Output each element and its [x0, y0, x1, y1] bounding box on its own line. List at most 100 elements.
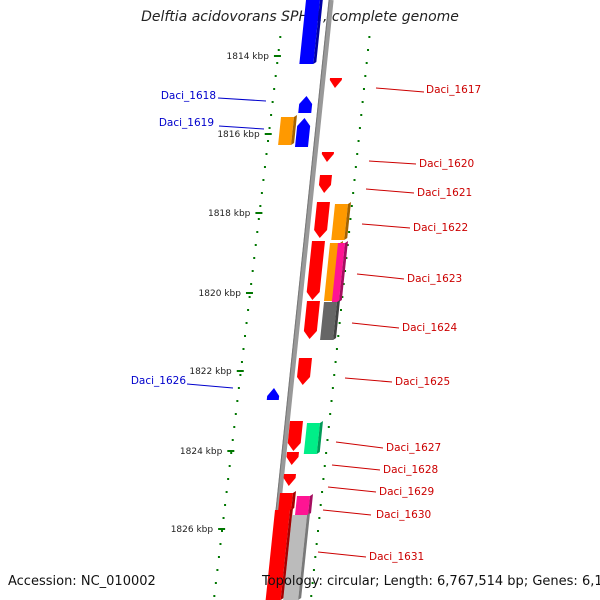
right-track-dot — [314, 556, 317, 558]
gene-label: Daci_1628 — [383, 464, 438, 476]
right-track-dot — [330, 400, 333, 402]
right-track-dot — [348, 231, 351, 233]
left-track-dot — [257, 218, 260, 220]
gene-daci-1627-green-shade — [316, 421, 323, 454]
gene-label-leader — [327, 486, 377, 493]
right-track-dot — [342, 283, 345, 285]
scale-tick — [236, 370, 244, 372]
left-track-dot — [236, 400, 239, 402]
gene-daci-1622-orange — [331, 204, 348, 240]
left-track-dot — [267, 140, 270, 142]
left-track-dot — [228, 465, 231, 467]
right-track-dot — [365, 62, 368, 64]
gene-label-leader — [217, 97, 267, 102]
left-track-dot — [263, 166, 266, 168]
right-track-dot — [362, 88, 365, 90]
scale-tick — [264, 133, 272, 135]
left-track-dot — [244, 335, 247, 337]
gene-label: Daci_1621 — [417, 187, 472, 199]
left-track-dot — [260, 192, 263, 194]
scale-tick-label: 1820 kbp — [199, 289, 242, 299]
gene-label: Daci_1618 — [161, 90, 216, 102]
right-track-dot — [323, 465, 326, 467]
left-track-dot — [239, 374, 242, 376]
accession-label: Accession: — [8, 574, 77, 589]
left-track-dot — [256, 231, 259, 233]
right-track-dot — [326, 439, 329, 441]
gene-daci-1623 — [306, 241, 325, 300]
left-track-dot — [242, 348, 245, 350]
right-track-dot — [353, 179, 356, 181]
right-track-dot — [352, 192, 355, 194]
left-track-dot — [227, 478, 230, 480]
map-title: Delftia acidovorans SPH-1, complete geno… — [141, 9, 459, 25]
gene-daci-1623-orange — [323, 243, 340, 301]
genes-label: Genes: — [532, 574, 578, 589]
gene-label: Daci_1623 — [407, 273, 462, 285]
gene-label: Daci_1630 — [376, 509, 431, 521]
gene-daci-1621 — [318, 175, 332, 193]
gene-label-leader — [331, 464, 381, 471]
left-track-dot — [231, 439, 234, 441]
right-track-dot — [356, 153, 359, 155]
right-track-dot — [311, 582, 314, 584]
gene-daci-1623-magenta-shade — [338, 241, 348, 302]
gene-daci-1629 — [283, 474, 296, 486]
length-value: 6,767,514 bp; — [437, 574, 529, 589]
left-track-dot — [214, 582, 217, 584]
scale-tick-label: 1814 kbp — [227, 52, 270, 62]
accession-footer: Accession: NC_010002 — [8, 574, 156, 589]
right-track-dot — [358, 127, 361, 129]
scale-tick-label: 1824 kbp — [180, 447, 223, 457]
gene-label: Daci_1624 — [402, 322, 458, 334]
left-track-dot — [224, 504, 227, 506]
right-track-dot — [345, 257, 348, 259]
topology-value: circular; — [326, 574, 380, 589]
right-track-dot — [360, 114, 363, 116]
gene-block-top-shade — [313, 0, 323, 64]
gene-daci-1631-shade — [280, 508, 293, 600]
gene-daci-1618 — [298, 96, 313, 113]
gene-block-top — [299, 0, 320, 64]
right-track-dot — [344, 270, 347, 272]
gene-label-leader — [317, 551, 367, 558]
genome-axis-edge — [266, 0, 330, 600]
right-track-dot — [357, 140, 360, 142]
gene-daci-1630-magenta-shade — [308, 494, 313, 515]
left-track-dot — [230, 452, 233, 454]
gene-label: Daci_1625 — [395, 376, 450, 388]
scale-tick-label: 1816 kbp — [217, 130, 260, 140]
gene-label-leader — [361, 223, 411, 229]
gene-daci-1627-green — [303, 423, 320, 454]
scale-tick — [245, 292, 253, 294]
left-track-dot — [213, 595, 216, 597]
left-track-dot — [245, 322, 248, 324]
genome-summary-footer: Topology: circular; Length: 6,767,514 bp… — [262, 574, 600, 589]
right-track-dot — [317, 530, 319, 532]
scale-tick-label: 1818 kbp — [208, 209, 251, 219]
left-track-dot — [216, 569, 219, 571]
gene-daci-1617 — [329, 78, 342, 88]
left-track-dot — [233, 426, 236, 428]
scale-tick — [227, 450, 235, 452]
gene-label-leader — [351, 322, 400, 329]
left-track-dot — [253, 257, 256, 259]
left-track-dot — [274, 75, 277, 77]
left-track-dot — [271, 101, 274, 103]
gene-label: Daci_1622 — [413, 222, 468, 234]
left-track-dot — [217, 556, 220, 558]
left-track-dot — [225, 491, 228, 493]
left-track-dot — [265, 153, 268, 155]
left-track-dot — [268, 127, 271, 129]
genome-axis — [266, 0, 334, 600]
gene-daci-1630-magenta — [295, 496, 310, 515]
accession-value: NC_010002 — [80, 574, 156, 589]
right-track-dot — [367, 49, 370, 51]
left-track-dot — [273, 88, 276, 90]
gene-daci-1624 — [303, 301, 320, 339]
gene-daci-1619 — [294, 118, 311, 147]
right-track-dot — [325, 452, 328, 454]
left-track-dot — [254, 244, 257, 246]
gene-label-leader — [375, 87, 425, 93]
